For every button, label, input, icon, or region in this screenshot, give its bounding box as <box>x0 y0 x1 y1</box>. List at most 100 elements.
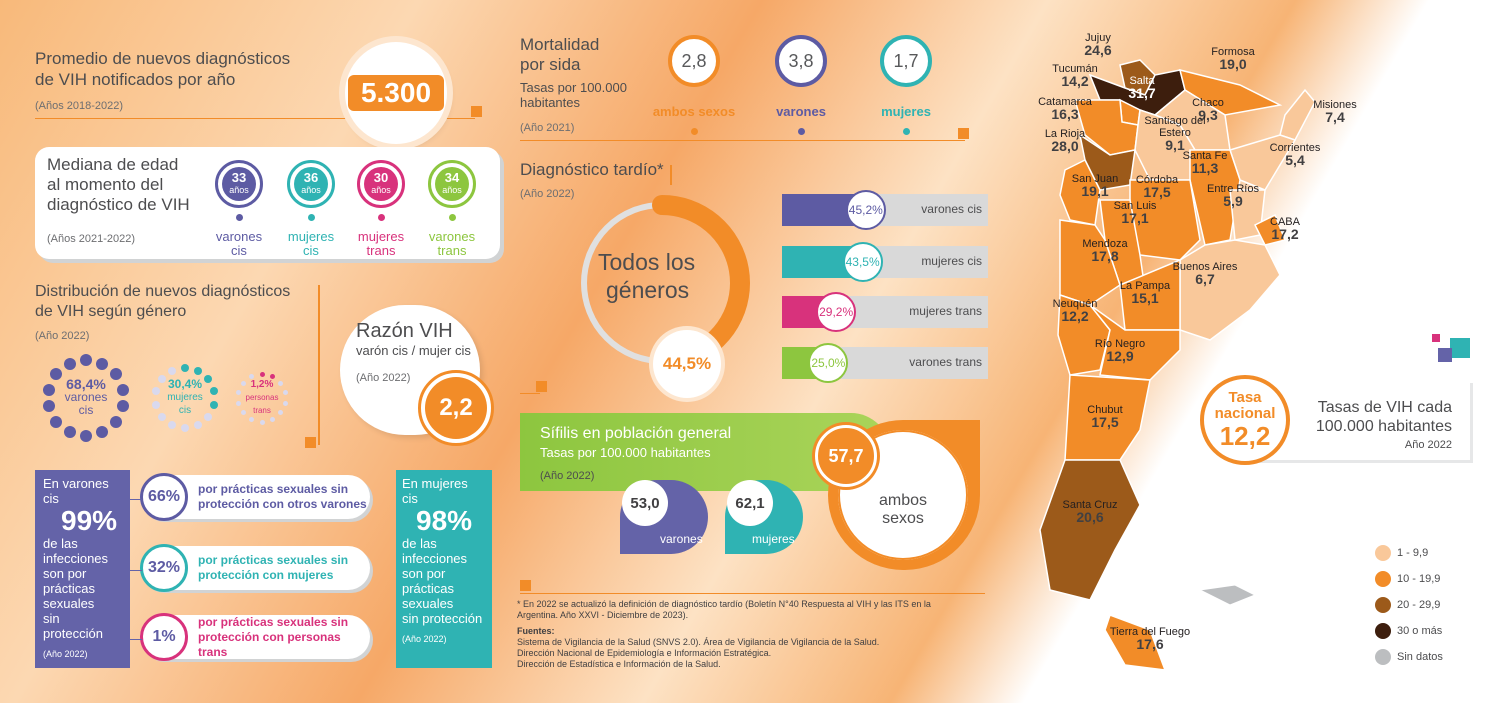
accent-square <box>958 128 969 139</box>
mort-label: mujeres <box>881 104 931 119</box>
age-pin-dot <box>308 214 315 221</box>
dist-dot <box>96 426 109 439</box>
map-province-label: Entre Ríos 5,9 <box>1207 183 1259 209</box>
divider <box>520 593 985 594</box>
dist-dot <box>109 368 122 381</box>
map-chubut <box>1064 374 1151 461</box>
age-label: mujeres cis <box>287 229 335 258</box>
map-santacruz <box>1039 459 1141 601</box>
accent-square <box>305 437 316 448</box>
map-province-label: Santa Cruz 20,6 <box>1062 499 1118 525</box>
age-circle: 33 años <box>215 160 263 208</box>
map-province-label: Chaco 9,3 <box>1192 97 1224 123</box>
avg-value: 5.300 <box>348 75 444 111</box>
dist-dot <box>282 400 288 406</box>
mort-year: (Año 2021) <box>520 122 575 134</box>
syph-women-label: mujeres <box>752 532 795 546</box>
dist-label: 1,2% personas trans <box>245 379 279 415</box>
map-province-label: Catamarca 16,3 <box>1038 96 1092 122</box>
dist-dot <box>269 417 275 423</box>
mort-label: ambos sexos <box>652 104 736 119</box>
map-province-label: Chubut 17,5 <box>1087 404 1123 430</box>
map-province-label: Río Negro 12,9 <box>1094 338 1146 364</box>
late-bar-pct: 45,2% <box>845 190 886 230</box>
late-bar: 45,2% varones cis <box>782 190 988 230</box>
dist-dot <box>259 371 265 377</box>
age-circle: 30 años <box>357 160 405 208</box>
map-province-label: Santiago del Estero 9,1 <box>1144 115 1206 153</box>
mort-pin: 2,8 <box>668 35 720 87</box>
map-province-label: Mendoza 17,8 <box>1082 238 1128 264</box>
syph-men-circle: 53,0 <box>622 480 668 526</box>
dist-dot <box>50 415 63 428</box>
age-pin-dot <box>449 214 456 221</box>
dist-dot <box>42 383 55 396</box>
map-rionegro <box>1089 304 1181 381</box>
dist-dot <box>240 380 246 386</box>
legend-item: Sin datos <box>1375 649 1443 665</box>
ratio-year: (Año 2022) <box>356 372 411 384</box>
late-bar-label: varones cis <box>921 202 982 216</box>
men-reason-pill: 1% por prácticas sexuales sin protección c… <box>140 613 370 661</box>
legend-item: 30 o más <box>1375 623 1442 639</box>
dist-dot <box>278 380 284 386</box>
women-panel: En mujeres cis 98% de las infecciones so… <box>396 470 492 668</box>
divider <box>670 165 672 185</box>
dist-dot <box>210 400 219 409</box>
dist-label: 30,4% mujeres cis <box>167 377 203 417</box>
deco-square-purple <box>1438 348 1452 362</box>
legend-swatch <box>1375 649 1391 665</box>
map-province-label: Tucumán 14,2 <box>1052 63 1098 89</box>
connector <box>120 639 142 640</box>
dist-label: 68,4% varones cis <box>64 376 108 417</box>
dist-dot <box>50 368 63 381</box>
syph-title: Sífilis en población general <box>540 425 732 442</box>
age-label: varones trans <box>428 229 476 258</box>
dist-dot <box>278 410 284 416</box>
dist-dot <box>167 421 176 430</box>
dist-dot <box>282 390 288 396</box>
dist-dot <box>181 364 189 372</box>
dist-dot <box>249 373 255 379</box>
late-bar-pct: 25,0% <box>808 343 849 383</box>
women-pct: 98% <box>416 505 473 536</box>
argentina-map <box>1039 59 1316 671</box>
divider <box>520 140 965 141</box>
dist-dot <box>249 417 255 423</box>
men-reason-pct: 1% <box>140 613 188 661</box>
men-reason-pct: 66% <box>140 473 188 521</box>
connector <box>120 570 142 571</box>
mort-label: varones <box>776 104 826 119</box>
divider <box>35 118 475 119</box>
dist-dot <box>109 415 122 428</box>
dist-dot <box>80 430 92 442</box>
map-tdf <box>1104 614 1167 671</box>
late-bar-label: mujeres trans <box>909 304 982 318</box>
men-panel: En varones cis 99% de las infecciones so… <box>35 470 130 668</box>
accent-square <box>536 381 547 392</box>
map-formosa <box>1178 68 1283 116</box>
dist-dot <box>167 366 176 375</box>
late-value-circle: 44,5% <box>653 330 721 398</box>
dist-dot <box>194 421 203 430</box>
deco-square-pink <box>1432 334 1440 342</box>
map-province-label: Corrientes 5,4 <box>1269 142 1321 168</box>
late-bar-pct: 43,5% <box>842 242 883 282</box>
dist-dot <box>181 424 189 432</box>
map-islands <box>1198 584 1257 606</box>
age-pin-dot <box>378 214 385 221</box>
mort-pin-dot <box>691 128 698 135</box>
late-bar-pct: 29,2% <box>816 292 857 332</box>
age-label: mujeres trans <box>357 229 405 258</box>
divider <box>318 285 320 445</box>
map-province-label: Misiones 7,4 <box>1313 99 1357 125</box>
map-province-label: Santa Fe 11,3 <box>1182 150 1228 176</box>
map-province-label: San Juan 19,1 <box>1071 173 1119 199</box>
dist-dot <box>236 400 242 406</box>
dist-dot <box>80 354 92 366</box>
syph-women-circle: 62,1 <box>727 480 773 526</box>
mort-title: Mortalidad por sida <box>520 35 600 74</box>
age-title: Mediana de edad al momento del diagnósti… <box>47 155 190 214</box>
men-reason-text: por prácticas sexuales sin protección con… <box>198 614 349 659</box>
men-reason-text: por prácticas sexuales sin protección con… <box>198 482 367 511</box>
